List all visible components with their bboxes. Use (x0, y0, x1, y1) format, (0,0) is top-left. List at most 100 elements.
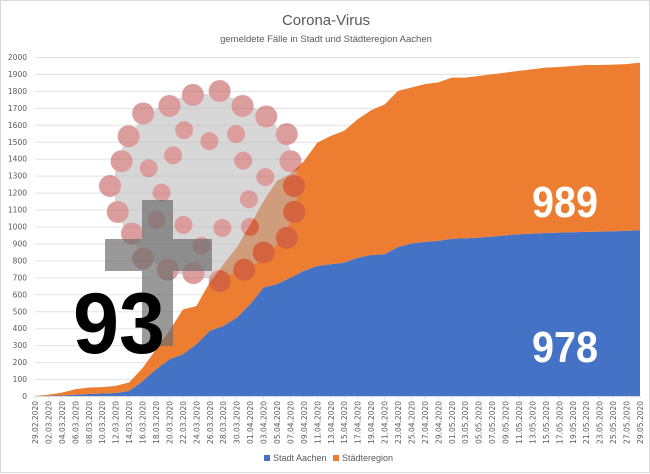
x-tick-label: 27.04.2020 (421, 401, 430, 444)
virus-spike (200, 132, 219, 151)
x-tick-label: 08.03.2020 (85, 401, 94, 444)
y-axis-ticks: 0 100 200 300 400 500 600 700 800 900 1000 1100 1200… (8, 53, 27, 401)
y-tick-label: 1100 (8, 206, 27, 215)
x-tick-label: 24.03.2020 (192, 401, 201, 444)
x-tick-label: 22.03.2020 (179, 401, 188, 444)
y-tick-label: 200 (13, 358, 28, 367)
y-tick-label: 500 (13, 307, 28, 316)
virus-spike (132, 102, 155, 125)
x-tick-label: 23.04.2020 (394, 401, 403, 444)
x-tick-label: 10.03.2020 (98, 401, 107, 444)
y-tick-label: 100 (13, 375, 28, 384)
virus-spike (106, 200, 129, 223)
virus-spike (233, 258, 256, 281)
x-tick-label: 05.05.2020 (475, 401, 484, 444)
x-tick-label: 19.04.2020 (367, 401, 376, 444)
virus-spike (227, 125, 246, 144)
y-tick-label: 1500 (8, 138, 27, 147)
x-tick-label: 02.03.2020 (44, 401, 53, 444)
x-tick-label: 06.03.2020 (71, 401, 80, 444)
y-tick-label: 1700 (8, 104, 27, 113)
virus-spike (234, 151, 253, 170)
x-tick-label: 25.05.2020 (609, 401, 618, 444)
x-tick-label: 20.03.2020 (165, 401, 174, 444)
x-tick-label: 14.03.2020 (125, 401, 134, 444)
city-latest-label: 978 (532, 323, 598, 372)
virus-spike (213, 218, 232, 237)
legend-swatch-stadt-aachen (264, 455, 270, 461)
x-tick-label: 11.04.2020 (313, 401, 322, 444)
cross-icon (105, 200, 212, 346)
virus-spike (240, 217, 259, 236)
virus-spike (256, 168, 275, 187)
virus-spike (255, 105, 278, 128)
virus-spike (283, 175, 305, 197)
legend-swatch-staedteregion (333, 455, 339, 461)
x-tick-label: 21.05.2020 (582, 401, 591, 444)
virus-spike (283, 200, 306, 223)
x-tick-label: 09.05.2020 (502, 401, 511, 444)
chart-subtitle: gemeldete Fälle in Stadt und Städteregio… (220, 34, 432, 45)
virus-spike (174, 215, 193, 234)
virus-spike (208, 79, 231, 102)
x-tick-label: 11.05.2020 (515, 401, 524, 444)
virus-spike (152, 183, 171, 202)
y-tick-label: 1800 (8, 87, 27, 96)
x-tick-label: 28.03.2020 (219, 401, 228, 444)
virus-spike (231, 94, 254, 117)
x-tick-label: 07.04.2020 (286, 401, 295, 444)
x-tick-label: 29.04.2020 (434, 401, 443, 444)
virus-spike (139, 159, 158, 178)
x-tick-label: 05.04.2020 (273, 401, 282, 444)
virus-spike (279, 150, 302, 173)
y-tick-label: 1900 (8, 70, 27, 79)
x-tick-label: 01.04.2020 (246, 401, 255, 444)
y-tick-label: 400 (13, 324, 28, 333)
x-tick-label: 09.04.2020 (300, 401, 309, 444)
y-tick-label: 300 (13, 341, 28, 350)
virus-spike (110, 150, 133, 173)
y-tick-label: 1000 (8, 223, 27, 232)
legend-label-stadt-aachen: Stadt Aachen (273, 453, 327, 463)
virus-spike (117, 125, 140, 148)
virus-spike (208, 270, 231, 293)
legend: Stadt Aachen Städteregion (264, 453, 393, 463)
region-latest-label: 989 (532, 178, 598, 227)
x-tick-label: 04.03.2020 (58, 401, 67, 444)
x-tick-label: 16.03.2020 (139, 401, 148, 444)
x-tick-label: 13.05.2020 (528, 401, 537, 444)
y-tick-label: 2000 (8, 53, 27, 62)
x-tick-label: 30.03.2020 (233, 401, 242, 444)
area-series-staedteregion (35, 62, 640, 396)
y-tick-label: 1400 (8, 155, 27, 164)
x-tick-label: 17.04.2020 (354, 401, 363, 444)
x-tick-label: 27.05.2020 (623, 401, 632, 444)
virus-spike (275, 226, 298, 249)
y-tick-label: 800 (13, 256, 28, 265)
deaths-label: 93 (73, 276, 165, 372)
x-axis-ticks: 29.02.2020 02.03.2020 04.03.2020 06.03.2020… (31, 396, 645, 444)
x-tick-label: 19.05.2020 (569, 401, 578, 444)
virus-spike (164, 146, 183, 165)
virus-spike (158, 94, 181, 117)
legend-label-staedteregion: Städteregion (342, 453, 393, 463)
y-tick-label: 1300 (8, 172, 27, 181)
area-series-stadt-aachen (35, 230, 640, 396)
x-tick-label: 25.04.2020 (407, 401, 416, 444)
x-tick-label: 03.05.2020 (461, 401, 470, 444)
y-tick-label: 900 (13, 239, 28, 248)
x-tick-label: 15.04.2020 (340, 401, 349, 444)
stacked-areas (35, 62, 640, 396)
virus-spike (175, 121, 194, 140)
x-tick-label: 15.05.2020 (542, 401, 551, 444)
x-tick-label: 26.03.2020 (206, 401, 215, 444)
x-tick-label: 03.04.2020 (260, 401, 269, 444)
virus-spike (181, 83, 204, 106)
y-tick-label: 700 (13, 273, 28, 282)
y-tick-label: 1600 (8, 121, 27, 130)
x-tick-label: 23.05.2020 (596, 401, 605, 444)
x-tick-label: 18.03.2020 (152, 401, 161, 444)
virus-spike (99, 175, 121, 197)
